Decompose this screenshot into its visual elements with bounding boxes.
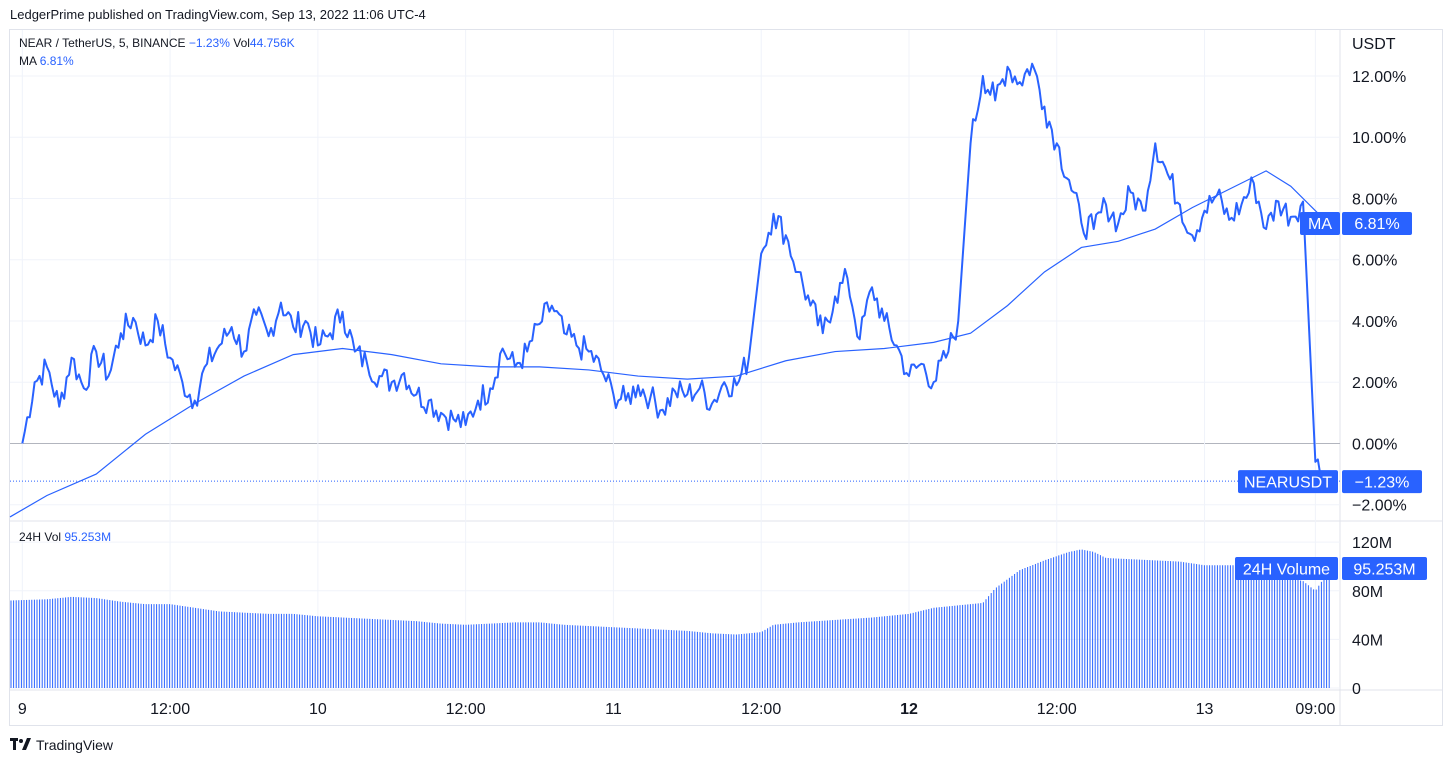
time-tick-label: 09:00	[1295, 701, 1335, 718]
volume-tick-label: 120M	[1352, 535, 1392, 552]
volume-bars	[10, 549, 1330, 688]
price-tick-label: 6.00%	[1352, 253, 1397, 270]
volume-tick-label: 0	[1352, 681, 1361, 698]
volume-series-label-bg	[1235, 557, 1338, 580]
ma-legend: MA 6.81%	[19, 54, 74, 68]
nearusdt-series-label-bg	[1238, 470, 1338, 494]
nearusdt-price-label[interactable]: −1.23%	[1355, 474, 1410, 491]
time-tick-label: 9	[18, 701, 27, 718]
ma-legend-value: 6.81%	[39, 54, 74, 68]
tradingview-logo-icon[interactable]	[10, 737, 32, 753]
volume-value-label[interactable]: 95.253M	[1353, 561, 1415, 578]
time-tick-label: 11	[605, 701, 622, 718]
ma-legend-label[interactable]: MA	[19, 54, 37, 68]
time-tick-label: 12	[900, 701, 918, 718]
time-tick-label: 12:00	[446, 701, 486, 718]
time-tick-label: 12:00	[741, 701, 781, 718]
time-tick-label: 12:00	[1037, 701, 1077, 718]
chart-frame	[9, 29, 1443, 726]
volume-value-label-bg	[1342, 557, 1427, 580]
price-tick-label: −2.00%	[1352, 498, 1407, 515]
ma-series-label[interactable]: MA	[1308, 216, 1332, 233]
price-tick-label: 2.00%	[1352, 375, 1397, 392]
volume-tick-label: 40M	[1352, 632, 1383, 649]
price-tick-label: 12.00%	[1352, 69, 1406, 86]
publish-text: LedgerPrime published on TradingView.com…	[10, 7, 426, 22]
footer-brand[interactable]: TradingView	[36, 737, 114, 753]
symbol-change: −1.23%	[188, 36, 230, 50]
price-line[interactable]	[21, 62, 1329, 488]
time-tick-label: 13	[1196, 701, 1214, 718]
volume-tick-label: 80M	[1352, 584, 1383, 601]
price-tick-label: 8.00%	[1352, 191, 1397, 208]
symbol-title[interactable]: NEAR / TetherUS, 5, BINANCE	[19, 36, 186, 50]
ma-series-label-bg	[1300, 211, 1340, 235]
price-tick-label: 4.00%	[1352, 314, 1397, 331]
footer: TradingView	[10, 737, 113, 753]
nearusdt-series-label[interactable]: NEARUSDT	[1244, 474, 1332, 491]
volume-series-label[interactable]: 24H Volume	[1243, 561, 1330, 578]
vol24-legend-value: 95.253M	[64, 530, 112, 544]
price-tick-label: 10.00%	[1352, 130, 1406, 147]
nearusdt-price-label-bg	[1342, 470, 1422, 494]
vol24-legend: 24H Vol 95.253M	[19, 530, 111, 544]
price-unit-label: USDT	[1352, 36, 1396, 53]
vol24-legend-label[interactable]: 24H Vol	[19, 530, 62, 544]
time-tick-label: 12:00	[150, 701, 190, 718]
ma-line[interactable]	[9, 170, 1329, 518]
ma-price-label-bg	[1342, 211, 1412, 235]
publish-header: LedgerPrime published on TradingView.com…	[10, 7, 426, 22]
time-tick-label: 10	[309, 701, 327, 718]
volume-label: Vol	[233, 36, 250, 50]
ma-price-label[interactable]: 6.81%	[1354, 216, 1399, 233]
price-tick-label: 0.00%	[1352, 436, 1397, 453]
symbol-legend: NEAR / TetherUS, 5, BINANCE −1.23% Vol44…	[19, 36, 295, 50]
volume-value: 44.756K	[249, 36, 295, 50]
